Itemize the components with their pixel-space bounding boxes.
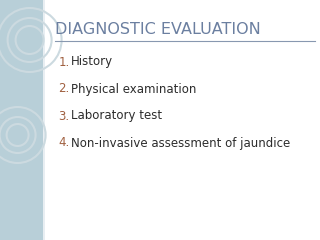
Text: 1.: 1. — [58, 55, 69, 68]
Text: 4.: 4. — [58, 137, 69, 150]
Text: Laboratory test: Laboratory test — [71, 109, 162, 122]
Text: Physical examination: Physical examination — [71, 83, 196, 96]
Bar — [0, 0, 43, 240]
Bar — [43, 0, 45, 240]
Text: Non-invasive assessment of jaundice: Non-invasive assessment of jaundice — [71, 137, 291, 150]
Text: DIAGNOSTIC EVALUATION: DIAGNOSTIC EVALUATION — [55, 23, 261, 37]
Text: History: History — [71, 55, 113, 68]
Text: 2.: 2. — [58, 83, 69, 96]
Text: 3.: 3. — [58, 109, 69, 122]
